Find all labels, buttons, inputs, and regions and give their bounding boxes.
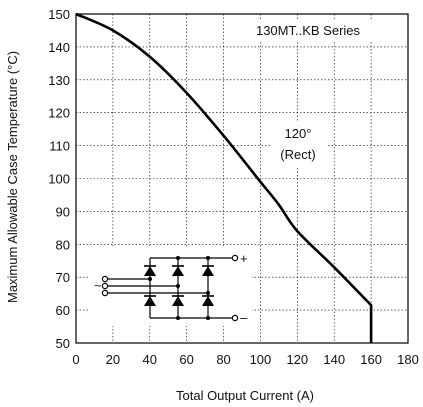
x-tick-label: 120	[286, 352, 308, 367]
y-tick-label: 60	[56, 303, 70, 318]
y-tick-label: 110	[49, 139, 70, 154]
plot-frame	[75, 13, 409, 344]
y-axis-title: Maximum Allowable Case Temperature (°C)	[5, 51, 20, 303]
y-tick-label: 100	[48, 172, 70, 187]
x-tick-label: 40	[143, 352, 157, 367]
minus-symbol: –	[240, 310, 248, 325]
temperature-curve	[75, 12, 373, 343]
x-tick-label: 160	[360, 352, 382, 367]
diode-icon	[202, 296, 214, 306]
curve-label-box	[270, 122, 326, 166]
y-tick-label: 50	[56, 336, 70, 351]
bridge-rectifier-schematic: ~ + –	[90, 246, 252, 326]
y-tick-label: 140	[48, 40, 70, 55]
y-tick-label: 150	[48, 7, 70, 22]
x-tick-label: 180	[397, 352, 419, 367]
x-tick-label: 60	[179, 352, 193, 367]
plus-symbol: +	[240, 251, 248, 266]
y-tick-label: 70	[56, 270, 70, 285]
y-tick-label: 90	[56, 204, 70, 219]
y-tick-label: 130	[48, 73, 70, 88]
ac-symbol: ~	[94, 278, 102, 293]
x-tick-label: 80	[216, 352, 230, 367]
x-tick-label: 100	[250, 352, 272, 367]
diode-icon	[172, 296, 184, 306]
diode-icon	[144, 266, 156, 276]
curve-label-angle: 120°	[285, 126, 312, 141]
y-tick-label: 80	[56, 237, 70, 252]
diodes	[144, 265, 214, 306]
x-tick-label: 140	[323, 352, 345, 367]
series-label: 130MT..KB Series	[256, 23, 361, 38]
diode-icon	[172, 266, 184, 276]
x-tick-label: 0	[72, 352, 79, 367]
y-tick-label: 120	[48, 106, 70, 121]
x-axis-title: Total Output Current (A)	[176, 388, 314, 403]
curve-label-rect: (Rect)	[280, 147, 315, 162]
diode-icon	[202, 266, 214, 276]
diode-icon	[144, 296, 156, 306]
x-tick-label: 20	[106, 352, 120, 367]
series-label-box	[238, 20, 378, 40]
tick-labels: 0 20 40 60 80 100 120 140 160 180 50 60 70 80 90 100 110…	[48, 7, 419, 367]
